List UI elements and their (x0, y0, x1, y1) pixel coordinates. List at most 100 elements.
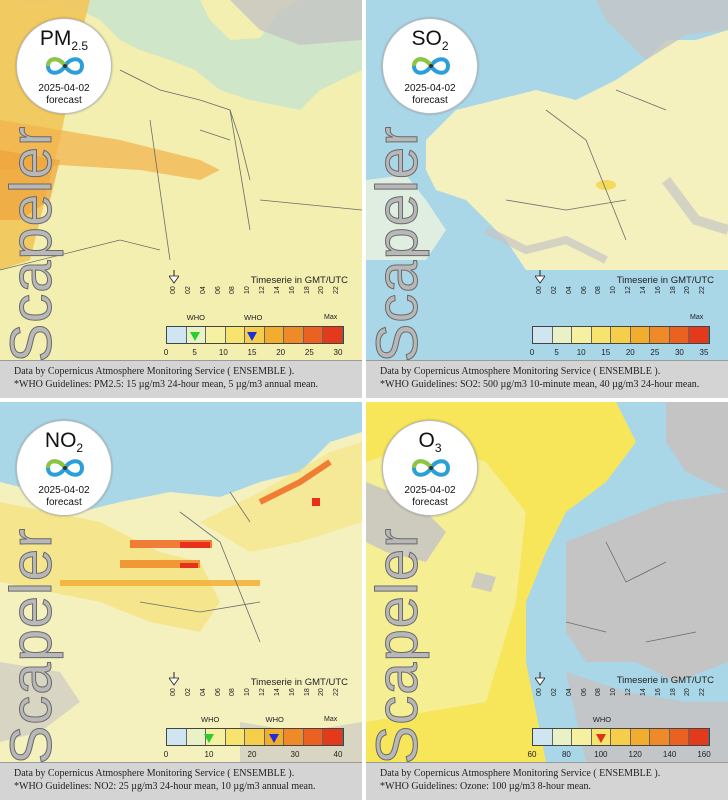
scale-swatch (689, 729, 709, 745)
timeseries-label: Timeserie in GMT/UTC (616, 275, 714, 286)
scale-bar (532, 326, 710, 344)
panel-pm25: Scapeler PM2.5 2025-04-02 forecast Times… (0, 0, 362, 398)
hour-tick[interactable]: 04 (199, 286, 207, 294)
hour-tick[interactable]: 02 (550, 688, 558, 696)
hour-tick[interactable]: 12 (625, 286, 632, 294)
scapeler-watermark: Scapeler (366, 125, 431, 363)
hour-tick[interactable]: 06 (580, 688, 588, 696)
who-guideline-text: *WHO Guidelines: Ozone: 100 µg/m3 8-hour… (380, 781, 591, 792)
scale-swatch (572, 729, 592, 745)
scale-tick-label: 0 (163, 750, 169, 759)
copernicus-logo-icon (411, 459, 451, 477)
map-o3[interactable] (366, 402, 728, 762)
hour-tick[interactable]: 20 (318, 286, 326, 294)
hour-tick[interactable]: 04 (565, 286, 573, 294)
source-text: Data by Copernicus Atmosphere Monitoring… (380, 768, 661, 779)
hour-tick[interactable]: 18 (669, 286, 677, 294)
pollutant-badge: SO2 2025-04-02 forecast (382, 18, 478, 114)
scale-tick-label: 15 (247, 348, 257, 357)
hour-tick[interactable]: 10 (610, 688, 618, 696)
scale-tick-label: 20 (625, 348, 635, 357)
scale-swatch (669, 729, 690, 745)
attribution-footer: Data by Copernicus Atmosphere Monitoring… (0, 762, 362, 800)
scale-swatch (284, 729, 304, 745)
panel-no2: Scapeler NO2 2025-04-02 forecast Timeser… (0, 402, 362, 800)
hour-tick[interactable]: 02 (550, 286, 558, 294)
hour-timeline[interactable]: 00 02 04 06 08 10 12 14 16 18 20 22 (168, 672, 346, 700)
hour-tick[interactable]: 08 (595, 286, 603, 294)
hour-tick[interactable]: 08 (595, 688, 603, 696)
color-scale: 0 5 10 15 20 25 30 35 Max (528, 314, 718, 360)
hour-tick[interactable]: 14 (273, 286, 281, 294)
who-marker-icon (268, 734, 279, 743)
hour-tick[interactable]: 08 (229, 688, 237, 696)
hour-tick[interactable]: 12 (259, 286, 266, 294)
scale-bar (532, 728, 710, 746)
max-label: Max (324, 314, 338, 321)
scale-tick-label: 20 (276, 348, 286, 357)
hour-tick[interactable]: 14 (273, 688, 281, 696)
hour-tick[interactable]: 14 (639, 688, 647, 696)
copernicus-logo-icon (45, 459, 85, 477)
hour-tick[interactable]: 22 (699, 688, 707, 696)
scale-tick-label: 40 (333, 750, 343, 759)
pollutant-badge: O3 2025-04-02 forecast (382, 420, 478, 516)
hour-tick[interactable]: 18 (303, 286, 311, 294)
scale-swatch (206, 327, 226, 343)
hour-tick[interactable]: 22 (699, 286, 707, 294)
hour-tick[interactable]: 10 (610, 286, 618, 294)
hour-tick[interactable]: 12 (259, 688, 266, 696)
scale-swatch (630, 729, 651, 745)
hour-tick[interactable]: 12 (625, 688, 632, 696)
hour-tick[interactable]: 10 (244, 688, 252, 696)
scale-tick-label: 100 (594, 750, 608, 759)
scale-tick-label: 35 (699, 348, 709, 357)
hour-tick[interactable]: 08 (229, 286, 237, 294)
color-scale: 60 80 100 120 140 160 WHO (528, 715, 718, 762)
forecast-label: forecast (412, 95, 448, 106)
hour-tick[interactable]: 06 (580, 286, 588, 294)
hour-tick[interactable]: 16 (654, 286, 662, 294)
hour-tick[interactable]: 20 (684, 286, 692, 294)
map-so2[interactable] (366, 0, 728, 360)
hour-tick[interactable]: 20 (684, 688, 692, 696)
hour-tick[interactable]: 16 (654, 688, 662, 696)
hour-tick[interactable]: 04 (199, 688, 207, 696)
hour-tick[interactable]: 02 (184, 688, 192, 696)
hour-tick[interactable]: 22 (333, 286, 341, 294)
scale-tick-label: 30 (333, 348, 343, 357)
scale-tick-label: 5 (192, 348, 197, 357)
forecast-date: 2025-04-02 (38, 485, 90, 496)
hour-tick[interactable]: 04 (565, 688, 573, 696)
hour-tick[interactable]: 14 (639, 286, 647, 294)
hour-tick[interactable]: 10 (244, 286, 252, 294)
source-text: Data by Copernicus Atmosphere Monitoring… (380, 366, 661, 377)
hour-timeline[interactable]: 00 02 04 06 08 10 12 14 16 18 20 22 (534, 672, 712, 700)
hour-tick[interactable]: 20 (318, 688, 326, 696)
scale-swatch (630, 327, 651, 343)
forecast-label: forecast (412, 497, 448, 508)
attribution-footer: Data by Copernicus Atmosphere Monitoring… (366, 762, 728, 800)
hour-tick[interactable]: 18 (669, 688, 677, 696)
hour-tick[interactable]: 06 (214, 688, 222, 696)
hour-tick[interactable]: 02 (184, 286, 192, 294)
scale-swatch (323, 729, 343, 745)
hour-tick[interactable]: 06 (214, 286, 222, 294)
timeseries-label: Timeserie in GMT/UTC (250, 677, 348, 688)
who-marker-icon (204, 734, 214, 743)
hour-tick[interactable]: 16 (288, 286, 296, 294)
scale-bar (166, 326, 344, 344)
hour-tick[interactable]: 16 (288, 688, 296, 696)
scapeler-watermark: Scapeler (0, 527, 65, 765)
hour-timeline[interactable]: 00 02 04 06 08 10 12 14 16 18 20 22 (534, 270, 712, 298)
scale-tick-label: 25 (650, 348, 660, 357)
hour-tick[interactable]: 18 (303, 688, 311, 696)
scale-bar (166, 728, 344, 746)
current-hour-arrow-icon (168, 270, 180, 284)
scale-swatch (591, 327, 612, 343)
scale-swatch (284, 327, 304, 343)
timeseries-label: Timeserie in GMT/UTC (616, 675, 714, 686)
hour-tick[interactable]: 22 (333, 688, 341, 696)
scale-tick-label: 80 (561, 750, 571, 759)
hour-timeline[interactable]: 00 02 04 06 08 10 12 14 16 18 20 22 (168, 270, 346, 298)
